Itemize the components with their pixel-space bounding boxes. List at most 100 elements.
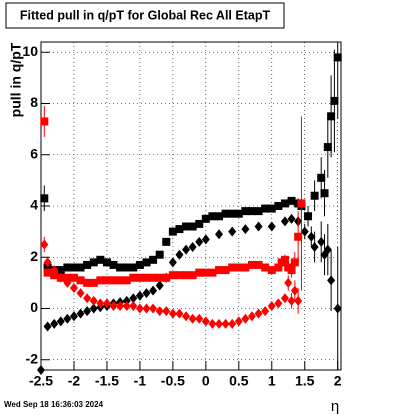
- y-tick-label: -2: [26, 350, 39, 366]
- footer: Wed Sep 18 16:36:03 2024: [4, 400, 104, 409]
- marker: [129, 293, 138, 304]
- x-tick-label: 0.5: [229, 373, 249, 389]
- marker: [76, 308, 85, 319]
- marker: [89, 295, 98, 306]
- marker: [175, 249, 184, 260]
- marker: [247, 207, 256, 216]
- marker: [261, 306, 270, 317]
- marker: [37, 365, 45, 375]
- marker: [122, 276, 131, 285]
- marker: [323, 143, 332, 152]
- marker: [290, 258, 299, 267]
- marker: [228, 209, 237, 218]
- marker: [188, 222, 197, 231]
- x-tick-label: -2: [68, 373, 81, 389]
- marker: [267, 266, 276, 275]
- marker: [142, 258, 151, 267]
- marker: [188, 313, 197, 324]
- marker: [320, 189, 329, 198]
- marker: [274, 298, 283, 309]
- marker: [208, 318, 217, 329]
- marker: [261, 204, 270, 213]
- marker: [307, 231, 316, 242]
- marker: [142, 303, 151, 314]
- marker: [297, 199, 306, 208]
- marker: [56, 316, 65, 327]
- marker: [201, 214, 210, 223]
- marker: [168, 308, 177, 319]
- marker: [40, 117, 49, 126]
- marker: [228, 226, 237, 237]
- y-tick-label: 6: [30, 145, 38, 161]
- marker: [188, 242, 197, 252]
- marker: [56, 272, 65, 283]
- marker: [109, 276, 118, 285]
- marker: [102, 276, 111, 285]
- marker: [162, 273, 171, 282]
- marker: [155, 280, 164, 291]
- marker: [310, 191, 319, 200]
- y-tick-label: 2: [30, 248, 38, 264]
- marker: [43, 321, 52, 332]
- marker: [69, 311, 78, 322]
- x-axis-label: η: [331, 398, 339, 414]
- marker: [234, 316, 243, 327]
- marker: [228, 263, 237, 272]
- marker: [116, 276, 125, 285]
- y-tick-label: 10: [22, 43, 38, 59]
- marker: [317, 236, 326, 247]
- marker: [215, 212, 224, 221]
- marker: [149, 303, 158, 314]
- plot-frame: [40, 41, 342, 371]
- marker: [89, 278, 98, 287]
- marker: [129, 273, 138, 282]
- marker: [182, 271, 191, 280]
- x-tick-label: 1.5: [295, 373, 315, 389]
- marker: [195, 219, 204, 228]
- marker: [142, 273, 151, 282]
- marker: [267, 204, 276, 213]
- marker: [215, 229, 224, 240]
- marker: [175, 225, 184, 234]
- marker: [208, 212, 217, 221]
- marker: [129, 263, 138, 272]
- marker: [228, 318, 237, 329]
- marker: [287, 266, 296, 275]
- marker: [142, 288, 151, 299]
- marker: [182, 311, 191, 322]
- marker: [50, 318, 59, 329]
- marker: [201, 316, 210, 327]
- x-tick-label: -0.5: [161, 373, 185, 389]
- marker: [149, 255, 158, 264]
- marker: [168, 227, 177, 236]
- marker: [135, 260, 144, 269]
- marker: [294, 295, 303, 306]
- marker: [63, 273, 72, 282]
- marker: [149, 273, 158, 282]
- marker: [287, 213, 296, 224]
- marker: [135, 273, 144, 282]
- marker: [122, 263, 131, 272]
- marker: [234, 263, 243, 272]
- marker: [43, 257, 52, 268]
- y-axis-label: pull in q/pT: [8, 42, 24, 117]
- marker: [208, 268, 217, 277]
- marker: [261, 263, 270, 272]
- marker: [40, 239, 49, 250]
- marker: [96, 255, 105, 264]
- marker: [290, 285, 299, 296]
- marker: [280, 216, 289, 227]
- marker: [43, 268, 52, 277]
- marker: [83, 260, 92, 269]
- marker: [116, 300, 125, 311]
- marker: [83, 306, 92, 317]
- marker: [155, 306, 164, 317]
- marker: [168, 257, 177, 268]
- marker: [287, 196, 296, 205]
- marker: [149, 285, 158, 296]
- marker: [96, 298, 105, 309]
- marker: [76, 288, 85, 299]
- title-box: [5, 2, 285, 29]
- marker: [129, 300, 138, 311]
- marker: [274, 263, 283, 272]
